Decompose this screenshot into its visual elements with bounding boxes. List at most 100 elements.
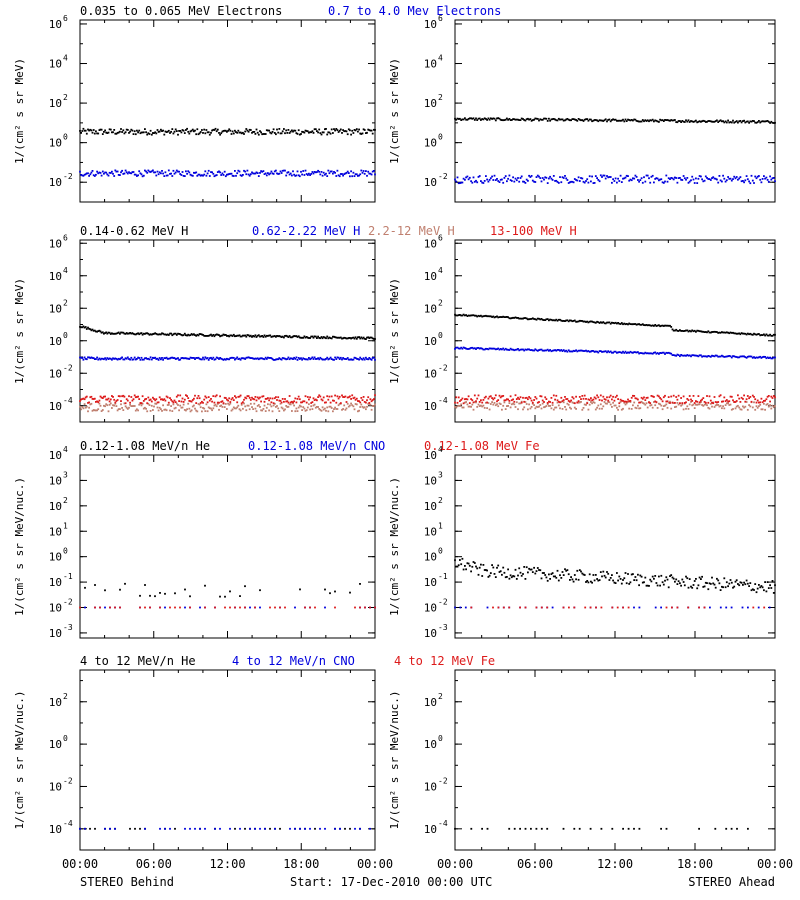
data-point xyxy=(329,405,332,408)
data-point xyxy=(640,120,643,123)
data-point xyxy=(182,129,185,132)
data-point xyxy=(717,181,720,184)
data-point xyxy=(520,400,523,403)
data-point xyxy=(593,182,596,184)
data-point xyxy=(681,578,684,581)
data-point xyxy=(124,402,127,405)
panel-title-1-1: 0.035 to 0.065 MeV Electrons xyxy=(80,4,282,18)
data-point xyxy=(567,118,570,121)
data-point xyxy=(88,327,90,330)
data-point xyxy=(512,316,514,319)
data-point xyxy=(179,394,182,397)
data-point xyxy=(281,407,284,410)
panel-1-behind-ytick-exp: 0 xyxy=(63,133,68,142)
data-point xyxy=(717,579,720,582)
data-point xyxy=(611,827,614,830)
data-point xyxy=(239,409,242,412)
data-point xyxy=(538,317,540,320)
data-point xyxy=(344,172,347,175)
data-point xyxy=(598,399,601,401)
data-point xyxy=(577,349,580,352)
data-point xyxy=(478,405,481,407)
data-point xyxy=(576,119,579,122)
data-point xyxy=(629,581,632,584)
data-point xyxy=(171,175,174,177)
data-point xyxy=(679,402,681,405)
data-point xyxy=(504,399,507,402)
data-point xyxy=(774,333,776,336)
data-point xyxy=(523,317,526,319)
data-point xyxy=(540,318,543,320)
data-point xyxy=(618,402,621,405)
data-point xyxy=(625,323,628,325)
panel-2-ahead-series-3 xyxy=(454,400,776,411)
data-point xyxy=(211,358,213,360)
data-point xyxy=(660,827,662,830)
data-point xyxy=(751,406,754,409)
data-point xyxy=(82,358,85,361)
panel-2-ahead-ytick-label: 10 xyxy=(424,302,437,315)
data-point xyxy=(713,406,716,408)
data-point xyxy=(562,349,565,351)
data-point xyxy=(219,133,221,136)
data-point xyxy=(632,394,634,397)
data-point xyxy=(743,355,745,358)
data-point xyxy=(92,329,95,332)
data-point xyxy=(350,337,352,340)
panel-4-ahead-ytick-label: 10 xyxy=(424,780,437,793)
data-point xyxy=(707,355,710,357)
data-point xyxy=(478,315,481,318)
data-point xyxy=(545,176,548,179)
panel-4-ahead-ytick-exp: -2 xyxy=(438,776,448,785)
data-point xyxy=(159,606,161,609)
data-point xyxy=(174,358,177,360)
data-point xyxy=(263,400,266,403)
data-point xyxy=(84,326,87,328)
data-point xyxy=(371,337,374,340)
data-point xyxy=(717,332,720,334)
data-point xyxy=(160,398,162,401)
data-point xyxy=(611,321,613,324)
data-point xyxy=(270,170,273,173)
data-point xyxy=(371,132,374,135)
data-point xyxy=(714,586,717,589)
data-point xyxy=(131,332,134,334)
data-point xyxy=(707,401,710,404)
data-point xyxy=(706,120,708,123)
data-point xyxy=(162,404,164,407)
data-point xyxy=(205,403,208,406)
data-point xyxy=(232,406,235,409)
data-point xyxy=(196,333,199,336)
data-point xyxy=(90,171,93,174)
data-point xyxy=(138,333,141,336)
data-point xyxy=(244,606,246,609)
data-point xyxy=(498,316,501,318)
data-point xyxy=(240,357,243,360)
data-point xyxy=(318,337,321,339)
data-point xyxy=(156,406,159,409)
data-point xyxy=(189,827,191,830)
data-point xyxy=(687,354,690,357)
data-point xyxy=(268,129,270,132)
data-point xyxy=(183,132,186,134)
data-point xyxy=(288,358,291,361)
data-point xyxy=(244,170,247,173)
data-point xyxy=(753,396,755,398)
data-point xyxy=(508,827,511,830)
data-point xyxy=(562,399,565,401)
data-point xyxy=(179,606,181,609)
data-point xyxy=(361,399,364,401)
data-point xyxy=(706,331,708,334)
data-point xyxy=(191,128,194,131)
data-point xyxy=(122,129,125,132)
data-point xyxy=(358,400,360,403)
data-point xyxy=(765,590,768,593)
data-point xyxy=(281,398,284,400)
data-point xyxy=(503,119,506,121)
data-point xyxy=(265,334,268,337)
data-point xyxy=(275,396,277,398)
data-point xyxy=(277,396,280,399)
data-point xyxy=(533,566,535,569)
data-point xyxy=(538,401,540,403)
data-point xyxy=(718,120,721,122)
